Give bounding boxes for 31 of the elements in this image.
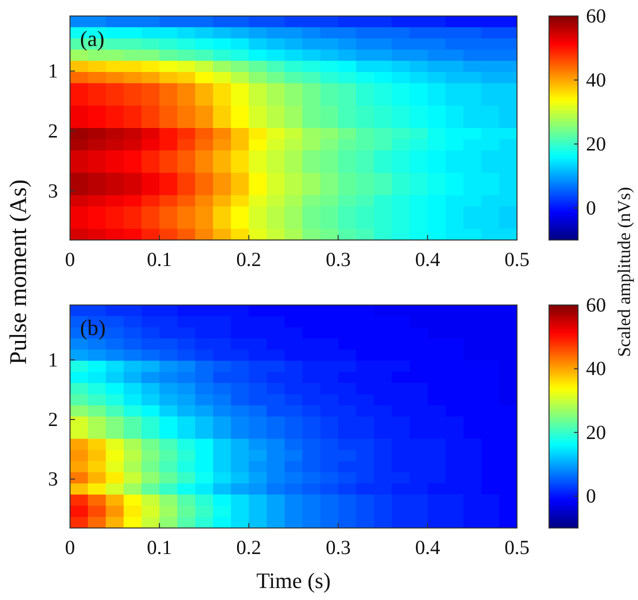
color-bar-label: 40 bbox=[586, 358, 606, 380]
y-tick-label: 2 bbox=[48, 120, 58, 142]
y-tick-label: 1 bbox=[48, 349, 58, 372]
y-tick-label: 2 bbox=[48, 408, 58, 431]
x-tick-label: 0.1 bbox=[146, 249, 172, 272]
y-tick-label: 3 bbox=[48, 468, 58, 491]
x-tick-label: 0.2 bbox=[236, 249, 262, 272]
x-tick-label: 0 bbox=[65, 249, 75, 272]
x-tick-label: 0.1 bbox=[146, 537, 172, 560]
y-tick-label: 1 bbox=[48, 60, 58, 82]
x-tick-label: 0.5 bbox=[504, 249, 530, 272]
y-axis-title: Pulse moment (As) bbox=[6, 179, 32, 365]
color-bar-title: Scaled amplitude (nVs) bbox=[614, 187, 634, 357]
x-tick-label: 0.4 bbox=[415, 249, 440, 272]
x-tick-label: 0.3 bbox=[326, 537, 351, 560]
color-bar-label: 60 bbox=[586, 5, 606, 28]
x-tick-label: 0 bbox=[65, 537, 75, 560]
y-tick-label: 3 bbox=[48, 180, 58, 202]
annotation: (a) bbox=[80, 26, 104, 51]
annotation: (b) bbox=[80, 315, 106, 340]
x-tick-label: 0.3 bbox=[326, 249, 351, 272]
x-tick-label: 0.4 bbox=[415, 537, 440, 560]
color-bar-label: 60 bbox=[586, 294, 606, 316]
color-bar-label: 20 bbox=[586, 133, 606, 156]
color-bar-label: 20 bbox=[586, 422, 606, 444]
x-tick-label: 0.2 bbox=[236, 537, 262, 560]
x-axis-title: Time (s) bbox=[256, 568, 331, 593]
x-tick-label: 0.5 bbox=[504, 537, 530, 560]
color-bar-label: 0 bbox=[586, 486, 596, 508]
color-bar-label: 0 bbox=[586, 197, 596, 220]
color-bar-label: 40 bbox=[586, 69, 606, 92]
